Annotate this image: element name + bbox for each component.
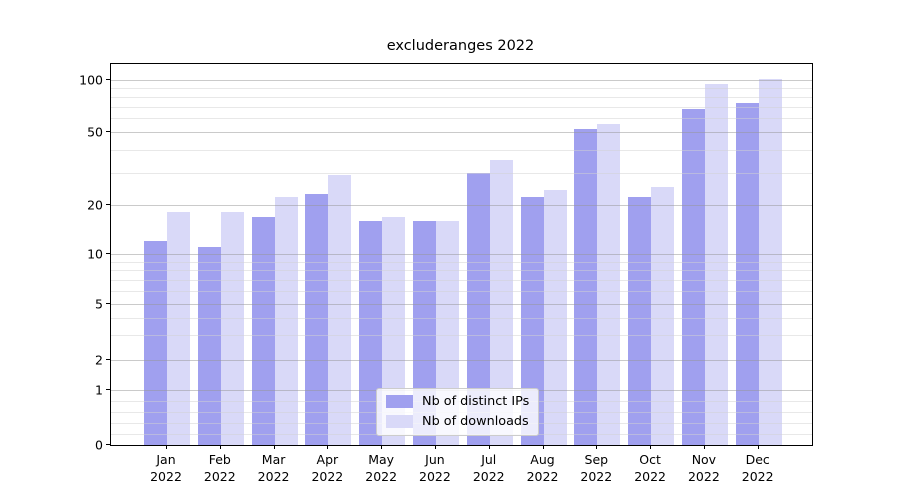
x-tick-label-jul: Jul 2022 bbox=[454, 451, 524, 485]
legend-row: Nb of distinct IPs bbox=[386, 394, 529, 409]
x-tick-label-jan: Jan 2022 bbox=[131, 451, 201, 485]
y-tick-mark bbox=[106, 79, 110, 80]
x-tick-label-year: 2022 bbox=[526, 469, 559, 484]
x-tick-label-jun: Jun 2022 bbox=[400, 451, 470, 485]
x-tick-mark bbox=[703, 445, 705, 449]
y-tick-label: 50 bbox=[87, 124, 103, 139]
x-tick-label-nov: Nov 2022 bbox=[669, 451, 739, 485]
bar-aug-distinct-ips bbox=[520, 197, 544, 445]
x-tick-mark bbox=[596, 445, 598, 449]
x-tick-label-dec: Dec 2022 bbox=[723, 451, 793, 485]
x-tick-label-year: 2022 bbox=[580, 469, 613, 484]
y-tick-mark bbox=[106, 444, 110, 445]
bar-feb-downloads bbox=[220, 212, 244, 445]
x-tick-mark bbox=[542, 445, 544, 449]
x-tick-label-year: 2022 bbox=[203, 469, 236, 484]
series-downloads-swatch-icon bbox=[386, 415, 413, 428]
x-tick-mark bbox=[273, 445, 275, 449]
bar-jul-distinct-ips bbox=[466, 172, 490, 445]
legend-label-downloads: Nb of downloads bbox=[422, 414, 529, 429]
x-tick-label-year: 2022 bbox=[687, 469, 720, 484]
x-tick-mark bbox=[327, 445, 329, 449]
x-tick-label-mar: Mar 2022 bbox=[239, 451, 309, 485]
bar-apr-distinct-ips bbox=[305, 193, 329, 445]
bar-jan-distinct-ips bbox=[144, 241, 167, 445]
y-tick-mark bbox=[106, 204, 110, 205]
bar-feb-distinct-ips bbox=[197, 247, 221, 445]
bar-nov-distinct-ips bbox=[681, 108, 705, 445]
bar-aug-downloads bbox=[543, 190, 567, 445]
y-tick-mark bbox=[106, 303, 110, 304]
bar-sep-distinct-ips bbox=[574, 129, 598, 445]
y-tick-label: 0 bbox=[95, 437, 103, 452]
bar-mar-downloads bbox=[274, 197, 298, 445]
bar-apr-downloads bbox=[328, 175, 352, 445]
y-tick-label: 5 bbox=[95, 296, 103, 311]
x-tick-label-may: May 2022 bbox=[346, 451, 416, 485]
y-tick-label: 2 bbox=[95, 352, 103, 367]
x-tick-mark bbox=[166, 445, 167, 449]
x-tick-label-feb: Feb 2022 bbox=[185, 451, 255, 485]
bar-oct-distinct-ips bbox=[628, 197, 652, 445]
x-tick-label-year: 2022 bbox=[365, 469, 398, 484]
x-tick-label-year: 2022 bbox=[257, 469, 290, 484]
y-tick-label: 1 bbox=[95, 382, 103, 397]
x-tick-label-year: 2022 bbox=[311, 469, 344, 484]
x-tick-label-year: 2022 bbox=[150, 469, 182, 484]
x-tick-label-apr: Apr 2022 bbox=[292, 451, 362, 485]
x-tick-mark bbox=[650, 445, 652, 449]
y-tick-mark bbox=[106, 389, 110, 390]
bar-oct-downloads bbox=[651, 187, 675, 445]
bar-dec-downloads bbox=[758, 78, 782, 445]
bar-may-downloads bbox=[382, 216, 406, 445]
legend: Nb of distinct IPs Nb of downloads bbox=[376, 388, 540, 436]
x-tick-mark bbox=[434, 445, 436, 449]
x-tick-label-year: 2022 bbox=[634, 469, 667, 484]
y-tick-label: 100 bbox=[79, 72, 103, 87]
x-tick-label-year: 2022 bbox=[472, 469, 505, 484]
x-tick-mark bbox=[488, 445, 490, 449]
chart-title: excluderanges 2022 bbox=[386, 38, 535, 54]
x-tick-mark bbox=[757, 445, 759, 449]
x-tick-label-year: 2022 bbox=[741, 469, 774, 484]
y-tick-mark bbox=[106, 359, 110, 360]
x-tick-label-sep: Sep 2022 bbox=[561, 451, 631, 485]
y-tick-mark bbox=[106, 131, 110, 132]
legend-row: Nb of downloads bbox=[386, 414, 529, 429]
x-tick-label-oct: Oct 2022 bbox=[615, 451, 685, 485]
y-tick-mark bbox=[106, 253, 110, 254]
y-tick-label: 10 bbox=[87, 246, 103, 261]
bar-nov-downloads bbox=[704, 83, 728, 445]
legend-label-distinct-ips: Nb of distinct IPs bbox=[422, 394, 530, 409]
major-gridline bbox=[111, 80, 812, 81]
bar-jan-downloads bbox=[167, 212, 190, 445]
y-tick-label: 20 bbox=[87, 197, 103, 212]
plot-area bbox=[110, 63, 813, 446]
bar-sep-downloads bbox=[597, 123, 621, 445]
bar-mar-distinct-ips bbox=[251, 216, 275, 445]
x-tick-label-year: 2022 bbox=[419, 469, 451, 484]
x-tick-mark bbox=[219, 445, 221, 449]
x-tick-label-aug: Aug 2022 bbox=[508, 451, 578, 485]
bar-jul-downloads bbox=[489, 160, 513, 445]
x-tick-mark bbox=[381, 445, 383, 449]
series-distinct-ips-swatch-icon bbox=[386, 395, 413, 408]
bar-dec-distinct-ips bbox=[735, 102, 759, 445]
